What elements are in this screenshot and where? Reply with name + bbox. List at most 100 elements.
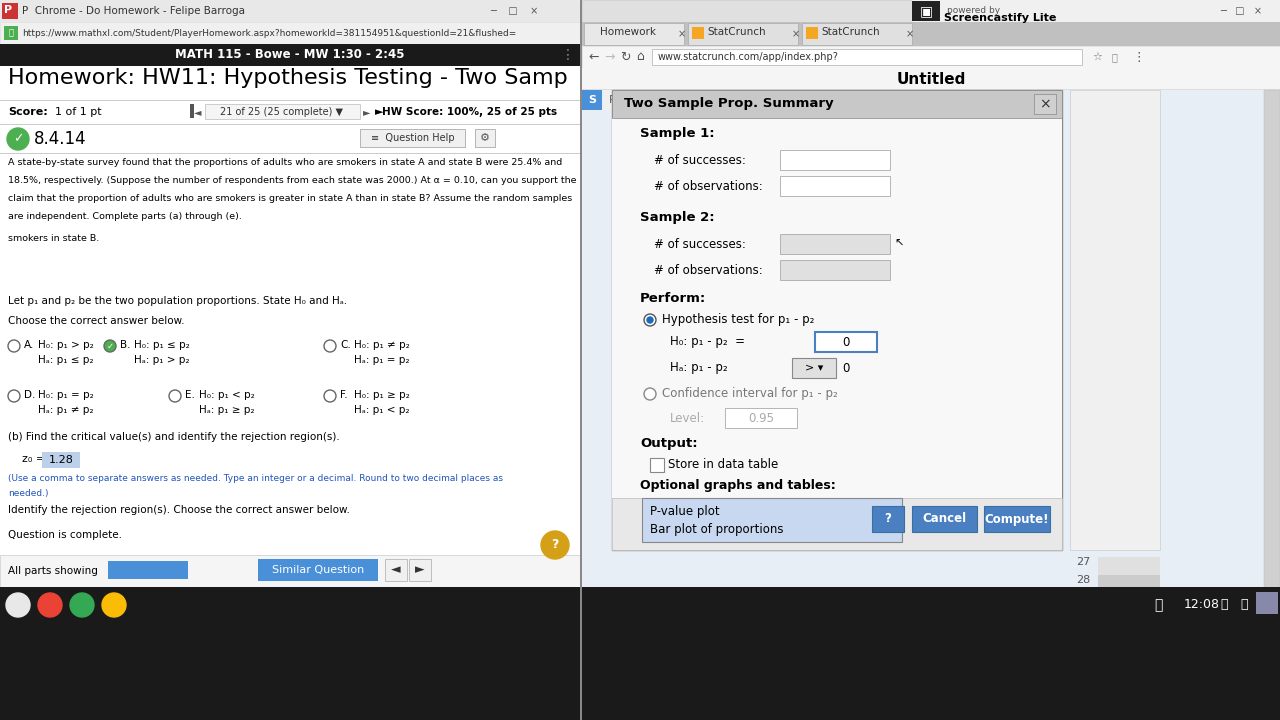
Bar: [410, 559, 431, 581]
Text: H₀: p₁ - p₂  =: H₀: p₁ - p₂ =: [669, 336, 745, 348]
Text: StatCrunch: StatCrunch: [707, 27, 765, 37]
Text: 18.5%, respectively. (Suppose the number of respondents from each state was 2000: 18.5%, respectively. (Suppose the number…: [8, 176, 576, 185]
Text: Store in data table: Store in data table: [668, 459, 778, 472]
Bar: [4, 26, 18, 40]
Text: Let p₁ and p₂ be the two population proportions. State H₀ and Hₐ.: Let p₁ and p₂ be the two population prop…: [8, 296, 347, 306]
Text: # of observations:: # of observations:: [654, 264, 763, 276]
Text: Hₐ: p₁ < p₂: Hₐ: p₁ < p₂: [355, 405, 410, 415]
Circle shape: [8, 340, 20, 352]
Text: Confidence interval for p₁ - p₂: Confidence interval for p₁ - p₂: [662, 387, 837, 400]
Text: Cancel: Cancel: [922, 513, 966, 526]
Bar: [582, 587, 1280, 720]
Text: 0: 0: [842, 336, 850, 348]
Text: ✓: ✓: [13, 132, 23, 145]
Text: HW Score: 100%, 25 of 25 pts: HW Score: 100%, 25 of 25 pts: [381, 107, 557, 117]
Text: Similar Question: Similar Question: [271, 565, 364, 575]
Bar: [0, 0, 580, 22]
Bar: [792, 358, 836, 378]
Text: https://www.mathxl.com/Student/PlayerHomework.aspx?homeworkId=381154951&question: https://www.mathxl.com/Student/PlayerHom…: [22, 29, 516, 37]
Text: ↻: ↻: [620, 50, 631, 63]
Text: # of successes:: # of successes:: [654, 238, 746, 251]
Circle shape: [6, 128, 29, 150]
Text: All parts showing: All parts showing: [8, 566, 97, 576]
Bar: [580, 0, 582, 720]
Bar: [652, 49, 1082, 65]
Bar: [612, 90, 1062, 118]
Text: ⌂: ⌂: [636, 50, 644, 63]
Text: Untitled: Untitled: [896, 71, 965, 86]
Bar: [650, 458, 664, 472]
Bar: [0, 153, 580, 154]
Text: Sample 2:: Sample 2:: [640, 212, 714, 225]
Text: Sample 1:: Sample 1:: [640, 127, 714, 140]
Bar: [0, 66, 580, 100]
Bar: [108, 561, 188, 579]
Text: ►: ►: [364, 107, 370, 117]
Text: (Use a comma to separate answers as needed. Type an integer or a decimal. Round : (Use a comma to separate answers as need…: [8, 474, 503, 483]
Bar: [42, 452, 79, 468]
Bar: [3, 3, 18, 19]
Text: H₀: p₁ ≥ p₂: H₀: p₁ ≥ p₂: [355, 390, 410, 400]
Circle shape: [38, 593, 61, 617]
Text: > ▾: > ▾: [805, 363, 823, 373]
Text: P-value plot: P-value plot: [650, 505, 719, 518]
Text: ◄: ◄: [392, 564, 401, 577]
Text: 🔔: 🔔: [1155, 598, 1162, 612]
Text: ✓: ✓: [106, 341, 114, 351]
Circle shape: [541, 531, 570, 559]
Bar: [0, 555, 580, 587]
Text: ?: ?: [884, 513, 891, 526]
Text: Choose the correct answer below.: Choose the correct answer below.: [8, 316, 184, 326]
Text: StatCrunch: StatCrunch: [820, 27, 879, 37]
Text: C.: C.: [340, 340, 351, 350]
Text: 12:08: 12:08: [1184, 598, 1220, 611]
Text: ?: ?: [552, 539, 558, 552]
Text: ◄: ◄: [195, 107, 201, 117]
Text: z₀ =: z₀ =: [22, 454, 49, 464]
Text: www.statcrunch.com/app/index.php?: www.statcrunch.com/app/index.php?: [658, 52, 838, 62]
Text: Hypothesis test for p₁ - p₂: Hypothesis test for p₁ - p₂: [662, 313, 814, 326]
Bar: [189, 104, 195, 118]
Text: ⋮: ⋮: [1132, 50, 1144, 63]
Text: 27: 27: [1076, 557, 1091, 567]
Text: 📱: 📱: [1220, 598, 1228, 611]
Text: →: →: [604, 50, 614, 63]
Bar: [911, 506, 977, 532]
Text: needed.): needed.): [8, 489, 49, 498]
Bar: [806, 27, 818, 39]
Text: Two Sample Prop. Summary: Two Sample Prop. Summary: [625, 97, 833, 110]
Text: ⚙: ⚙: [480, 133, 490, 143]
Text: (b) Find the critical value(s) and identify the rejection region(s).: (b) Find the critical value(s) and ident…: [8, 432, 339, 442]
Text: ×: ×: [906, 29, 914, 39]
Text: smokers in state B.: smokers in state B.: [8, 234, 100, 243]
Text: B.: B.: [120, 340, 131, 350]
Text: Hₐ: p₁ ≤ p₂: Hₐ: p₁ ≤ p₂: [38, 355, 93, 365]
Text: Bar plot of proportions: Bar plot of proportions: [650, 523, 783, 536]
Bar: [582, 22, 1280, 46]
Bar: [582, 0, 1280, 22]
Text: 1.28: 1.28: [49, 455, 73, 465]
Text: Hₐ: p₁ = p₂: Hₐ: p₁ = p₂: [355, 355, 410, 365]
Bar: [984, 506, 1050, 532]
Text: ↖: ↖: [893, 239, 904, 249]
Text: claim that the proportion of adults who are smokers is greater in state A than i: claim that the proportion of adults who …: [8, 194, 572, 203]
Text: F.: F.: [340, 390, 348, 400]
Bar: [1098, 557, 1160, 575]
Text: H₀: p₁ = p₂: H₀: p₁ = p₂: [38, 390, 93, 400]
Bar: [643, 498, 902, 542]
Text: H₀: p₁ < p₂: H₀: p₁ < p₂: [198, 390, 255, 400]
Text: 0: 0: [842, 361, 850, 374]
Bar: [1256, 592, 1277, 614]
Bar: [780, 234, 890, 254]
Text: Screencastify Lite: Screencastify Lite: [945, 13, 1056, 23]
Bar: [612, 118, 1062, 550]
Bar: [1034, 94, 1056, 114]
Bar: [872, 506, 904, 532]
Text: MATH 115 - Bowe - MW 1:30 - 2:45: MATH 115 - Bowe - MW 1:30 - 2:45: [175, 48, 404, 61]
Text: Homework: Homework: [600, 27, 657, 37]
Bar: [582, 46, 1280, 68]
Text: powered by: powered by: [947, 6, 1000, 15]
Text: Homework: HW11: Hypothesis Testing - Two Samp: Homework: HW11: Hypothesis Testing - Two…: [8, 68, 568, 88]
Circle shape: [644, 314, 657, 326]
Circle shape: [324, 340, 335, 352]
